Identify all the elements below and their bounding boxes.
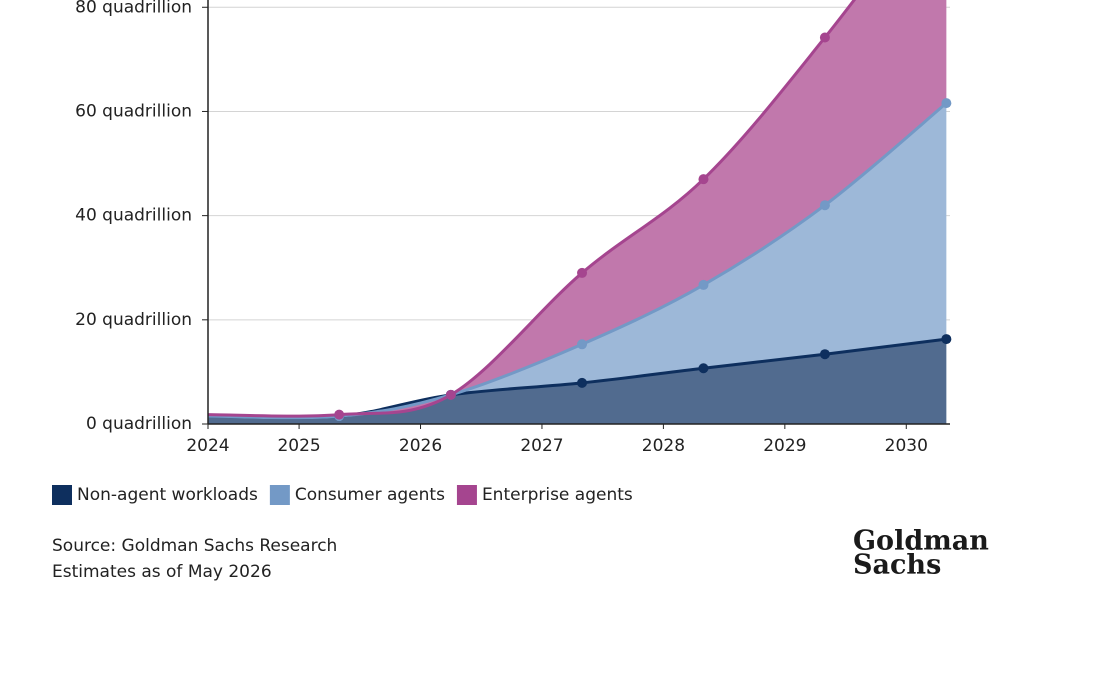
marker xyxy=(698,279,709,290)
marker xyxy=(819,200,830,211)
marker xyxy=(941,98,952,109)
marker xyxy=(334,409,345,420)
area xyxy=(208,0,947,418)
legend-label: Non-agent workloads xyxy=(77,485,258,505)
marker xyxy=(577,377,588,388)
x-tick-label: 2026 xyxy=(399,436,442,456)
y-tick-label: 60 quadrillion xyxy=(75,101,192,121)
x-tick-label: 2030 xyxy=(885,436,928,456)
source: Source: Goldman Sachs Research xyxy=(52,536,337,556)
marker xyxy=(819,32,830,43)
legend-label: Enterprise agents xyxy=(482,485,633,505)
y-tick-label: 20 quadrillion xyxy=(75,310,192,330)
legend-swatch xyxy=(269,485,290,505)
x-tick-label: 2029 xyxy=(763,436,806,456)
note: Estimates as of May 2026 xyxy=(52,562,272,582)
logo: Sachs xyxy=(853,550,941,581)
legend-label: Consumer agents xyxy=(295,485,445,505)
marker xyxy=(698,174,709,185)
logo: Goldman xyxy=(853,526,989,557)
marker xyxy=(577,339,588,350)
marker xyxy=(577,267,588,278)
marker xyxy=(445,389,456,400)
marker xyxy=(819,349,830,360)
area xyxy=(208,103,947,418)
marker xyxy=(941,334,952,345)
area xyxy=(208,339,947,424)
marker xyxy=(698,363,709,374)
x-tick-label: 2024 xyxy=(186,436,229,456)
x-tick-label: 2025 xyxy=(277,436,320,456)
y-tick-label: 40 quadrillion xyxy=(75,206,192,226)
y-tick-label: 0 quadrillion xyxy=(86,414,192,434)
x-tick-label: 2028 xyxy=(642,436,685,456)
x-tick-label: 2027 xyxy=(520,436,563,456)
legend-swatch xyxy=(52,485,72,505)
y-tick-label: 80 quadrillion xyxy=(75,0,192,17)
legend-swatch xyxy=(456,485,477,505)
